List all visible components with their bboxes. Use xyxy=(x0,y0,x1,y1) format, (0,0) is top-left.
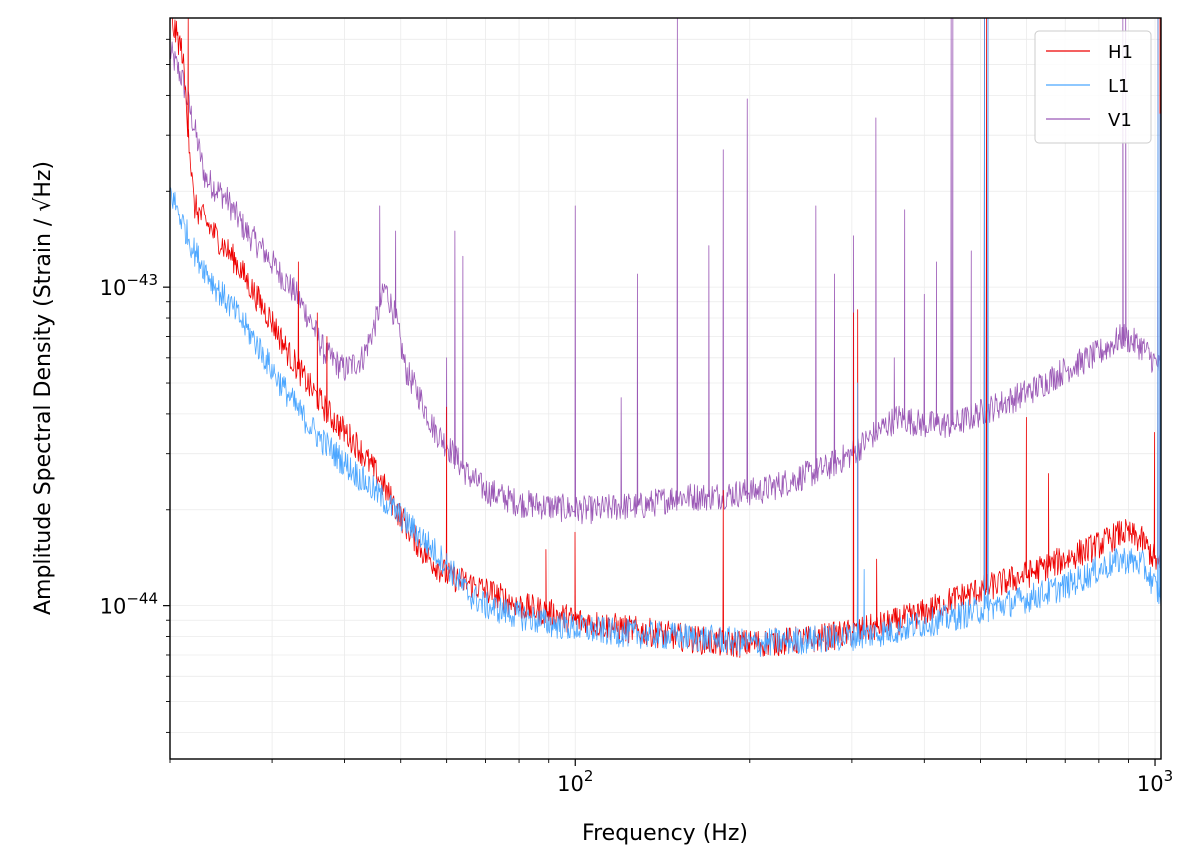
series-line-h1 xyxy=(170,18,1161,658)
y-tick-label: 10−43 xyxy=(100,271,158,300)
x-tick-label: 102 xyxy=(557,767,593,796)
legend-label-h1: H1 xyxy=(1108,42,1133,63)
y-axis-title: Amplitude Spectral Density (Strain / √Hz… xyxy=(31,161,56,615)
axis-ticks: 102 103 10−44 10−43 xyxy=(100,38,1173,796)
x-axis-title: Frequency (Hz) xyxy=(582,821,748,846)
series-line-l1 xyxy=(170,18,1161,657)
legend-label-v1: V1 xyxy=(1108,110,1132,131)
legend-label-l1: L1 xyxy=(1108,76,1129,97)
series-group xyxy=(170,18,1161,658)
x-tick-label: 103 xyxy=(1137,767,1173,796)
legend: H1 L1 V1 xyxy=(1034,30,1152,144)
legend-box xyxy=(1034,30,1152,144)
plot-frame xyxy=(169,17,1162,760)
y-tick-label: 10−44 xyxy=(100,590,158,619)
grid xyxy=(169,18,1161,759)
series-line-v1 xyxy=(170,18,1161,525)
